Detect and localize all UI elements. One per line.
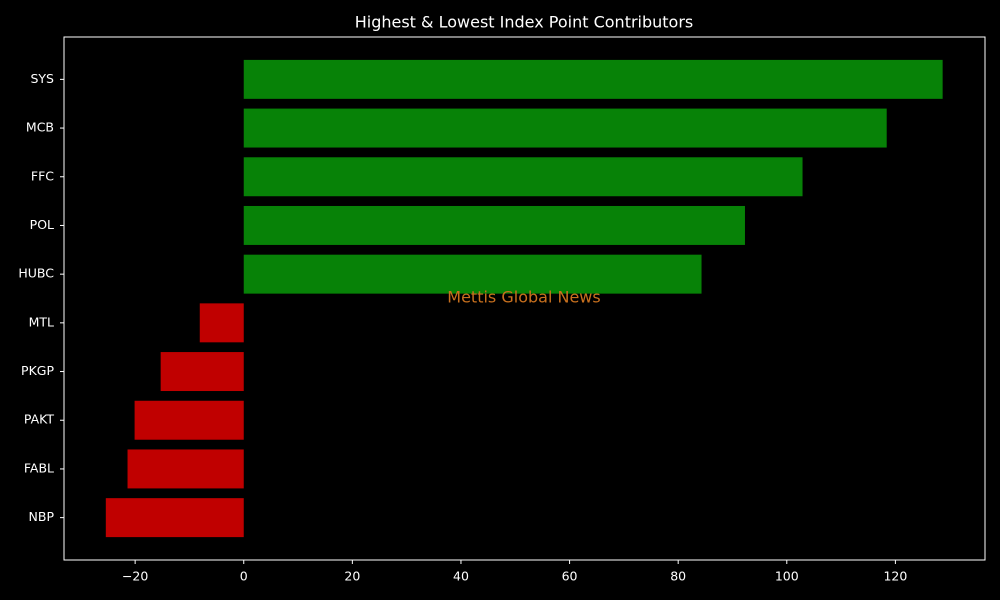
bar (243, 254, 702, 294)
bar (127, 449, 244, 489)
y-tick-label: PKGP (21, 363, 54, 378)
bar (199, 303, 244, 343)
y-tick-label: HUBC (18, 266, 54, 281)
x-tick-label: 120 (883, 569, 907, 584)
y-tick-label: SYS (30, 71, 54, 86)
y-tick-label: POL (30, 217, 54, 232)
y-tick-label: MCB (26, 120, 54, 135)
x-tick-label: 100 (775, 569, 799, 584)
y-tick-label: FFC (31, 168, 54, 183)
x-tick-label: 40 (453, 569, 469, 584)
y-tick-label: PAKT (24, 412, 55, 427)
bar (243, 108, 887, 148)
x-tick-label: 80 (670, 569, 686, 584)
watermark: Mettis Global News (447, 288, 600, 307)
y-tick-label: MTL (29, 314, 54, 329)
bar (243, 205, 745, 245)
bar (134, 400, 244, 440)
y-tick-label: NBP (29, 509, 55, 524)
x-tick-label: 60 (562, 569, 578, 584)
bar (105, 498, 244, 538)
y-tick-label: FABL (24, 460, 54, 475)
x-tick-label: 20 (344, 569, 360, 584)
plot-frame (63, 36, 986, 561)
x-tick-label: −20 (122, 569, 148, 584)
x-tick-label: 0 (240, 569, 248, 584)
bar (160, 352, 244, 392)
chart-title: Highest & Lowest Index Point Contributor… (355, 13, 694, 32)
bar (243, 59, 943, 99)
bar (243, 157, 803, 197)
